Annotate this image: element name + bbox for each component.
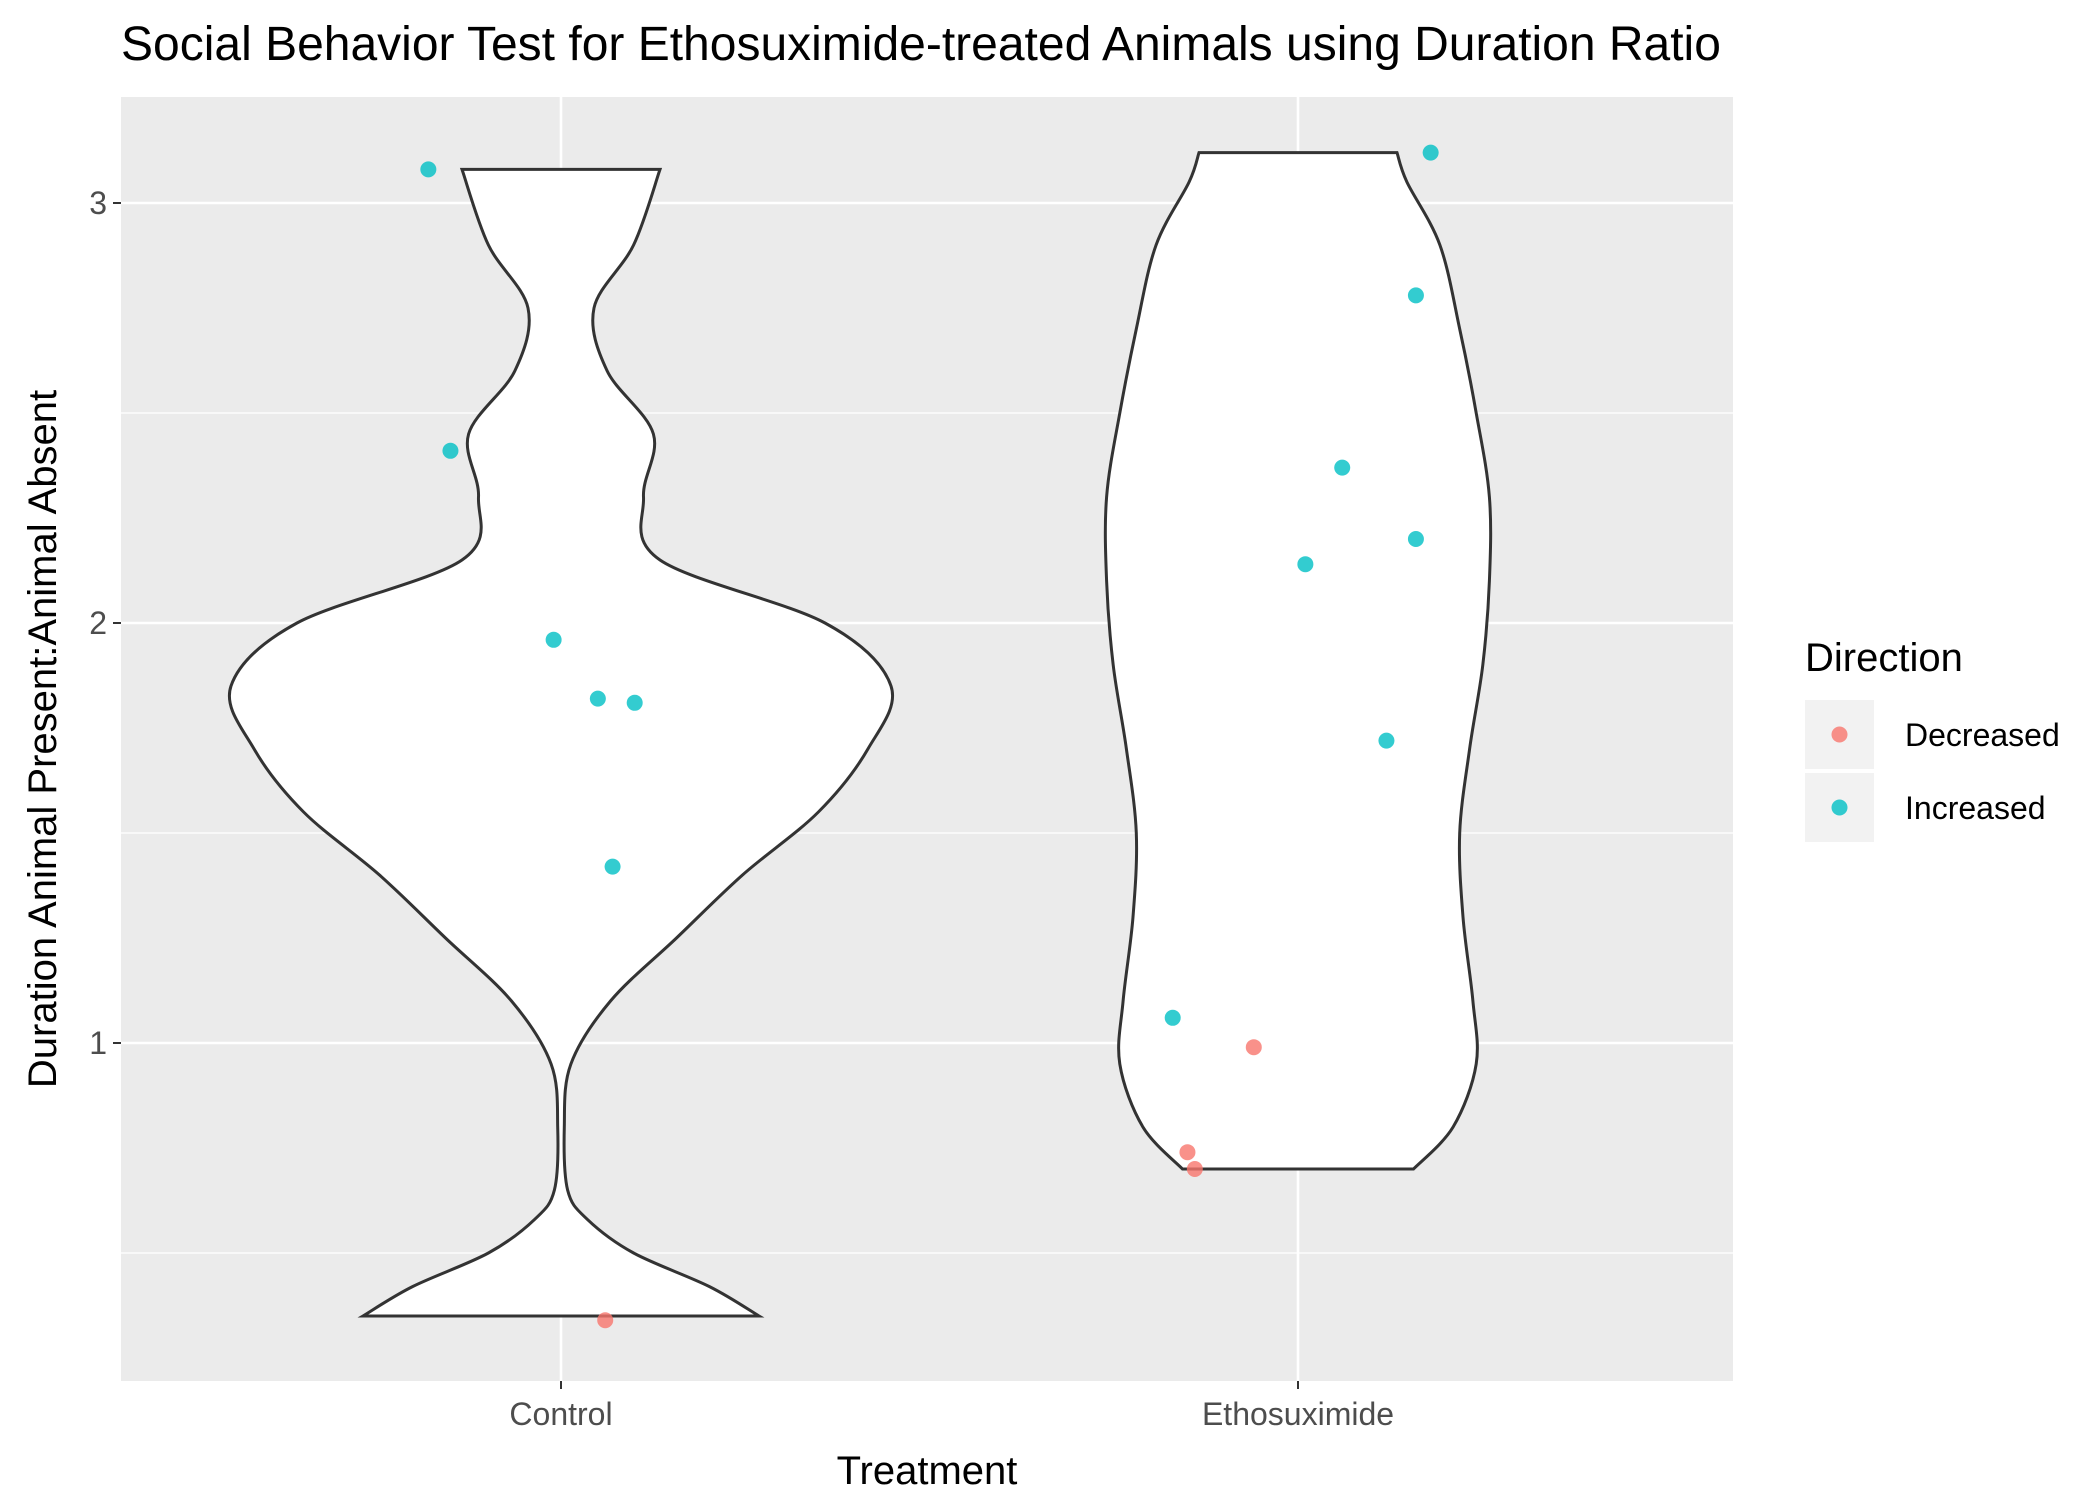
violins — [227, 151, 1493, 1318]
point-decreased — [1186, 1161, 1203, 1177]
point-increased — [589, 690, 606, 707]
violin-control — [227, 167, 894, 1318]
point-increased — [1297, 556, 1314, 573]
chart-title: Social Behavior Test for Ethosuximide-tr… — [121, 18, 1721, 71]
legend-label-increased: Increased — [1905, 790, 2046, 826]
legend-key-point — [1831, 799, 1848, 816]
violin-ethosuximide — [1103, 151, 1493, 1171]
y-axis-title: Duration Animal Present:Animal Absent — [21, 390, 65, 1088]
point-increased — [442, 442, 459, 459]
point-increased — [1422, 144, 1439, 161]
point-decreased — [1179, 1144, 1196, 1161]
legend-key-point — [1831, 726, 1848, 743]
legend-title: Direction — [1805, 636, 1963, 680]
y-tick-label: 3 — [89, 185, 107, 221]
point-increased — [420, 161, 437, 178]
x-tick-label: Ethosuximide — [1202, 1396, 1394, 1432]
y-tick-label: 1 — [89, 1025, 107, 1061]
x-tick-label: Control — [509, 1396, 612, 1432]
point-increased — [545, 631, 562, 648]
data-points — [420, 144, 1439, 1329]
point-increased — [626, 694, 643, 711]
legend-label-decreased: Decreased — [1905, 717, 2060, 753]
point-increased — [1407, 287, 1424, 304]
y-tick-label: 2 — [89, 605, 107, 641]
point-increased — [604, 858, 621, 875]
point-increased — [1334, 459, 1351, 476]
point-increased — [1378, 732, 1395, 749]
point-increased — [1164, 1009, 1181, 1026]
axes: 1 2 3 Control Ethosuximide — [89, 185, 1394, 1432]
point-decreased — [1245, 1039, 1262, 1056]
point-decreased — [597, 1312, 614, 1329]
point-increased — [1407, 531, 1424, 547]
x-axis-title: Treatment — [837, 1449, 1018, 1493]
legend: Direction Decreased Increased — [1805, 636, 2060, 842]
